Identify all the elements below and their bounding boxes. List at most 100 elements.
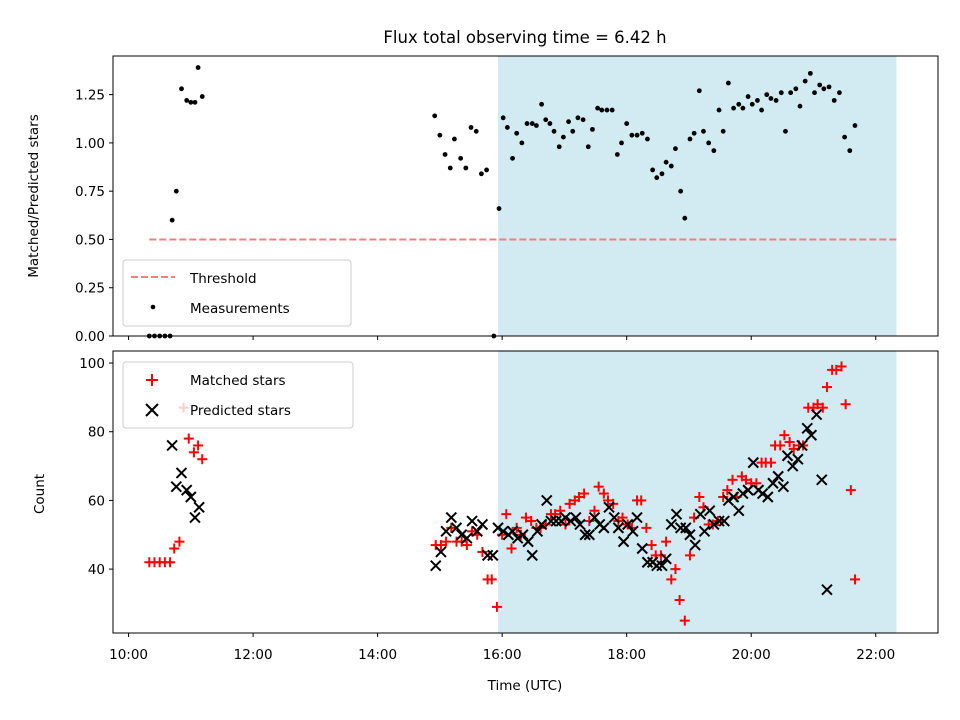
matched-star-point xyxy=(183,433,194,444)
predicted-star-point xyxy=(733,505,745,517)
measurement-point xyxy=(447,165,453,171)
matched-star-point xyxy=(486,574,497,585)
measurement-point xyxy=(716,107,722,113)
measurement-point xyxy=(539,101,544,107)
predicted-star-point xyxy=(627,525,639,538)
matched-star-point xyxy=(441,536,452,547)
predicted-star-point xyxy=(805,429,818,441)
chart-title: Flux total observing time = 6.42 h xyxy=(383,28,666,47)
measurement-point xyxy=(609,107,615,113)
predicted-star-point xyxy=(651,559,663,572)
predicted-star-point xyxy=(550,515,562,527)
predicted-star-point xyxy=(801,422,813,434)
count-legend-box xyxy=(122,361,354,429)
measurement-point xyxy=(463,165,469,171)
measurement-point xyxy=(199,94,205,99)
y-tick-label: 0.00 xyxy=(75,329,105,345)
matched-star-point xyxy=(584,516,595,527)
predicted-star-point xyxy=(598,522,610,534)
matched-star-point xyxy=(188,447,199,458)
matched-star-point xyxy=(741,474,752,485)
predicted-star-point xyxy=(718,515,730,527)
predicted-star-point xyxy=(747,456,759,469)
predicted-star-point xyxy=(656,559,668,572)
measurement-point xyxy=(556,144,562,150)
measurement-point xyxy=(524,121,530,126)
predicted-star-point xyxy=(810,408,823,421)
matched-star-point xyxy=(564,498,575,509)
measurement-point xyxy=(764,92,770,98)
predicted-star-point xyxy=(583,529,596,541)
predicted-star-point xyxy=(636,542,648,555)
predicted-star-point xyxy=(180,484,193,496)
predicted-star-point xyxy=(670,508,683,520)
matched-star-point xyxy=(670,564,681,575)
matched-star-point xyxy=(840,399,851,410)
x-tick-label: 14:00 xyxy=(358,647,397,663)
measurement-point xyxy=(519,140,525,146)
predicted-star-point xyxy=(522,535,534,548)
measurement-point xyxy=(711,148,717,154)
matched-star-point xyxy=(193,440,204,451)
measurement-point xyxy=(496,206,502,211)
matched-star-point xyxy=(598,488,609,499)
matched-star-point xyxy=(655,550,666,561)
measurement-point xyxy=(773,98,779,103)
measurement-point xyxy=(831,98,837,103)
predicted-star-point xyxy=(541,494,553,507)
predicted-star-point xyxy=(689,539,701,551)
matched-star-point xyxy=(661,536,672,547)
measurement-point xyxy=(566,119,571,125)
ratio-legend: Threshold Measurements xyxy=(122,259,352,327)
predicted-star-point xyxy=(641,556,654,568)
matched-star-point xyxy=(775,440,786,451)
predicted-star-point xyxy=(570,511,582,524)
predicted-star-point xyxy=(588,511,601,524)
predicted-star-point xyxy=(727,491,740,503)
measurement-point xyxy=(645,136,650,142)
measurement-point xyxy=(624,121,630,126)
count-legend: Matched stars Predicted stars xyxy=(122,361,354,429)
ratio-y-ticks: 0.00 0.25 0.50 0.75 1.00 1.25 xyxy=(75,88,113,345)
measurement-point xyxy=(797,103,803,109)
measurement-point xyxy=(701,128,706,134)
predicted-star-point xyxy=(737,487,749,500)
measurement-point xyxy=(842,134,848,140)
measurement-point xyxy=(687,136,693,142)
predicted-star-point xyxy=(481,549,494,562)
measurement-point xyxy=(533,123,539,128)
matched-star-point xyxy=(779,430,790,441)
measurement-point xyxy=(619,140,624,146)
measurement-point xyxy=(745,94,751,99)
measurement-point xyxy=(432,113,438,119)
predicted-star-point xyxy=(450,522,463,534)
measurement-point xyxy=(691,130,697,136)
count-chart: 40 60 80 100 10:00 12:00 14:00 16:00 18:00 20:00… xyxy=(32,350,939,694)
predicted-star-point xyxy=(608,511,620,524)
measurement-point xyxy=(720,128,726,134)
y-tick-label: 100 xyxy=(79,356,105,372)
matched-star-point xyxy=(501,509,512,520)
y-tick-label: 0.75 xyxy=(75,184,105,200)
count-axes-frame xyxy=(112,350,939,634)
measurement-point xyxy=(570,128,576,134)
y-tick-label: 1.25 xyxy=(75,88,105,104)
x-tick-label: 18:00 xyxy=(607,647,646,663)
measurement-point xyxy=(595,105,601,111)
measurement-point xyxy=(759,107,764,113)
matched-star-point xyxy=(666,574,677,585)
measurement-point xyxy=(614,152,620,157)
measurement-point xyxy=(663,159,669,165)
shaded-region xyxy=(498,56,897,336)
predicted-star-point xyxy=(674,522,687,534)
predicted-star-point xyxy=(185,491,197,503)
matched-star-point xyxy=(727,474,738,485)
measurement-point xyxy=(673,146,678,152)
matched-star-point xyxy=(617,512,628,523)
predicted-star-point xyxy=(545,515,557,527)
matched-star-point xyxy=(722,485,733,496)
matched-star-point xyxy=(765,457,776,468)
measurement-point xyxy=(783,128,788,134)
measurement-point xyxy=(634,132,640,138)
measurement-point xyxy=(529,121,535,126)
